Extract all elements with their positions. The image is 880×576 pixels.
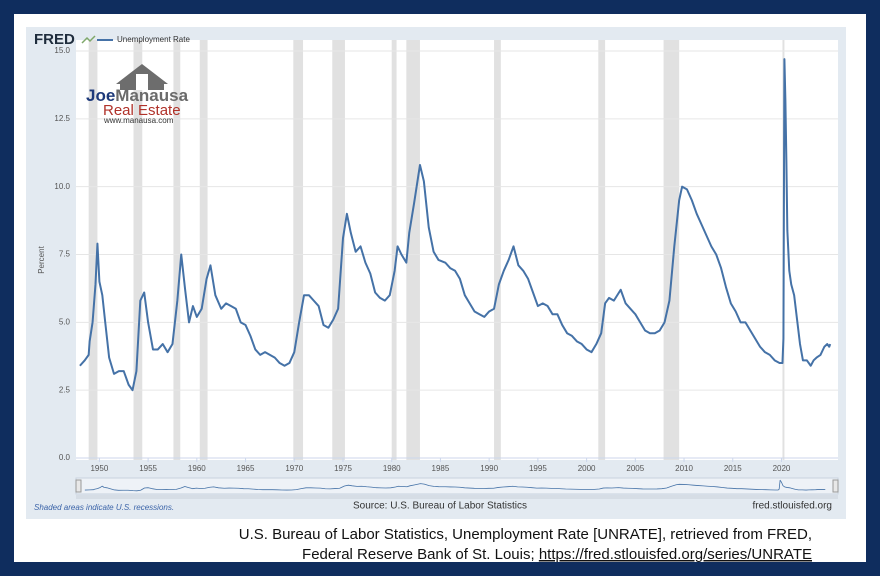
house-door: [136, 74, 148, 90]
caption-text: Federal Reserve Bank of St. Louis;: [302, 546, 539, 563]
x-tick-label: 1965: [237, 464, 255, 473]
y-tick-label: 12.5: [54, 114, 70, 123]
watermark-last: Manausa: [115, 86, 188, 105]
recession-band: [173, 40, 181, 460]
navigator-bg: [75, 477, 839, 495]
legend-label: Unemployment Rate: [117, 35, 190, 44]
x-tick-label: 1990: [480, 464, 498, 473]
site-text: fred.stlouisfed.org: [753, 501, 833, 512]
recession-band: [406, 40, 420, 460]
caption-line: U.S. Bureau of Labor Statistics, Unemplo…: [239, 526, 812, 543]
recession-band: [391, 40, 397, 460]
y-tick-label: 0.0: [59, 453, 71, 462]
x-tick-label: 2015: [724, 464, 742, 473]
y-tick-label: 2.5: [59, 385, 71, 394]
y-tick-label: 15.0: [54, 46, 70, 55]
watermark-text: JoeManausa: [86, 86, 189, 105]
caption-link[interactable]: https://fred.stlouisfed.org/series/UNRAT…: [539, 546, 812, 563]
recession-band: [88, 40, 98, 460]
recession-band: [199, 40, 208, 460]
x-tick-label: 2005: [626, 464, 644, 473]
watermark-line2: Real Estate: [103, 102, 181, 119]
recession-band: [332, 40, 345, 460]
caption-line: Federal Reserve Bank of St. Louis; https…: [302, 546, 812, 563]
x-tick-label: 1985: [432, 464, 450, 473]
x-tick-label: 1995: [529, 464, 547, 473]
x-tick-label: 1975: [334, 464, 352, 473]
y-tick-label: 10.0: [54, 182, 70, 191]
x-tick-label: 2000: [578, 464, 596, 473]
recession-band: [293, 40, 304, 460]
scrollbar: [76, 495, 838, 499]
x-tick-label: 2010: [675, 464, 693, 473]
x-tick-label: 1955: [139, 464, 157, 473]
x-tick-label: 1950: [90, 464, 108, 473]
x-tick-label: 2020: [773, 464, 791, 473]
recession-note: Shaded areas indicate U.S. recessions.: [34, 503, 174, 512]
plot-area: [76, 40, 838, 460]
recession-band: [663, 40, 680, 460]
navigator: [75, 477, 839, 499]
brand-icon: [81, 35, 96, 44]
y-tick-label: 7.5: [59, 250, 71, 259]
watermark-url: www.manausa.com: [103, 116, 174, 125]
recession-band: [133, 40, 143, 460]
x-tick-label: 1960: [188, 464, 206, 473]
recession-band: [598, 40, 606, 460]
watermark-logo: JoeManausa Real Estate www.manausa.com: [86, 64, 189, 125]
brand-logo: FRED: [34, 31, 75, 48]
lines: [79, 58, 832, 392]
navigator-handle: [832, 479, 839, 493]
grid: 0.0 2.5 5.0 7.5 10.0 12.5 15.0 1950 1955 1960 1965…: [54, 46, 838, 473]
navigator-line: [84, 479, 826, 492]
x-tick-label: 1970: [285, 464, 303, 473]
recessions: [88, 40, 785, 460]
y-tick-label: 5.0: [59, 317, 71, 326]
source-text: Source: U.S. Bureau of Labor Statistics: [353, 501, 527, 512]
navigator-handle: [75, 479, 82, 493]
x-tick-label: 1980: [383, 464, 401, 473]
data-line: [79, 58, 832, 392]
y-axis-label: Percent: [37, 245, 46, 273]
recession-band: [494, 40, 501, 460]
watermark-first: Joe: [86, 86, 115, 105]
